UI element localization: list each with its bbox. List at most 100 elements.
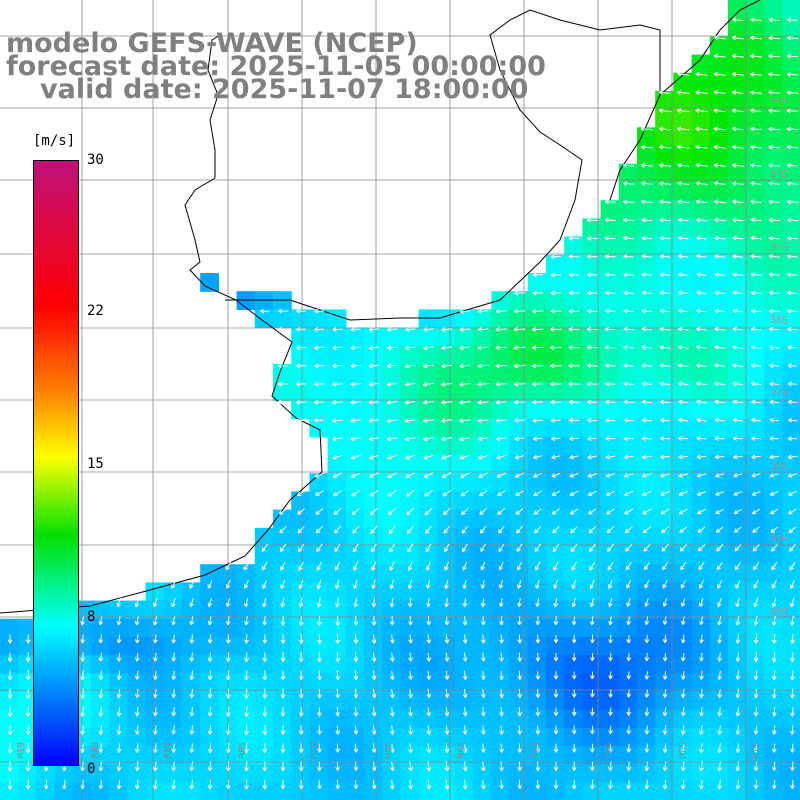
wind-arrow [570, 543, 578, 553]
wind-arrow [696, 491, 707, 496]
wind-arrow [660, 490, 670, 496]
speed-cell [673, 345, 693, 365]
wind-arrow [605, 345, 616, 350]
wind-arrow [371, 652, 377, 662]
speed-cell [364, 327, 383, 347]
speed-cell [36, 782, 56, 800]
latitude-label: 38S [770, 461, 789, 472]
speed-cell [709, 273, 729, 292]
wind-arrow [658, 108, 672, 114]
speed-cell [782, 273, 800, 292]
wind-arrow [426, 597, 431, 608]
speed-cell [782, 236, 800, 256]
wind-arrow [171, 725, 177, 735]
speed-cell [637, 254, 656, 274]
wind-arrow [495, 308, 507, 314]
wind-arrow [732, 363, 744, 368]
speed-cell [491, 309, 511, 329]
speed-cell [273, 655, 292, 674]
speed-cell [691, 637, 711, 656]
speed-cell [527, 673, 547, 693]
wind-arrow [606, 508, 615, 515]
wind-arrow [768, 290, 780, 296]
speed-cell [200, 564, 219, 583]
wind-arrow [80, 670, 86, 681]
wind-arrow [753, 562, 760, 571]
speed-cell [546, 655, 565, 674]
wind-arrow [498, 525, 505, 534]
speed-cell [618, 364, 638, 383]
speed-cell [127, 764, 147, 784]
speed-cell [764, 364, 784, 383]
wind-arrow [171, 707, 177, 717]
wind-arrow [732, 181, 744, 186]
speed-cell [600, 673, 620, 693]
wind-arrow [568, 345, 580, 350]
speed-cell [709, 418, 729, 438]
speed-cell [564, 673, 583, 693]
wind-arrow [590, 743, 595, 753]
wind-arrow [678, 436, 689, 441]
wind-arrow [732, 326, 744, 332]
wind-arrow [207, 688, 213, 699]
wind-arrow [644, 707, 650, 717]
speed-cell [600, 491, 620, 511]
speed-cell [582, 364, 602, 383]
wind-arrow [335, 725, 341, 735]
speed-cell [764, 163, 784, 183]
wind-arrow [480, 561, 486, 571]
wind-arrow [678, 454, 689, 460]
wind-arrow [753, 743, 759, 753]
wind-arrow [423, 472, 434, 478]
wind-arrow [696, 217, 707, 223]
wind-arrow [623, 417, 634, 423]
speed-cell [509, 436, 529, 456]
wind-arrow [408, 634, 413, 644]
speed-cell [728, 109, 747, 128]
speed-cell [546, 782, 565, 800]
speed-cell [709, 382, 729, 401]
speed-cell [600, 728, 620, 747]
speed-cell [455, 691, 474, 711]
speed-cell [728, 455, 747, 474]
speed-cell [618, 182, 638, 201]
wind-arrow [662, 562, 669, 571]
speed-cell [709, 291, 729, 310]
wind-arrow [389, 634, 395, 644]
wind-arrow [189, 779, 195, 790]
speed-cell [145, 637, 165, 656]
wind-arrow [316, 579, 322, 590]
speed-cell [455, 637, 474, 656]
wind-arrow [207, 579, 213, 589]
speed-cell [764, 72, 784, 92]
speed-cell [764, 145, 784, 165]
wind-arrow [606, 526, 615, 534]
wind-arrow [353, 615, 359, 626]
wind-arrow [277, 363, 289, 369]
wind-arrow [317, 761, 322, 771]
wind-arrow [426, 689, 432, 698]
speed-cell [782, 582, 800, 602]
wind-arrow [751, 454, 761, 460]
speed-cell [546, 600, 565, 620]
speed-cell [509, 364, 529, 383]
speed-cell [18, 709, 37, 729]
wind-arrow [459, 327, 471, 332]
speed-cell [728, 72, 747, 92]
wind-arrow [731, 71, 744, 77]
wind-arrow [153, 743, 158, 753]
wind-arrow [698, 562, 705, 571]
wind-arrow [262, 706, 268, 717]
wind-arrow [404, 363, 416, 369]
speed-cell [491, 473, 511, 492]
wind-arrow [714, 254, 725, 259]
wind-arrow [134, 616, 140, 626]
wind-arrow [624, 490, 634, 496]
speed-cell [418, 327, 438, 347]
wind-arrow [480, 597, 486, 608]
speed-cell [436, 691, 456, 711]
wind-arrow [608, 653, 613, 662]
speed-cell [655, 182, 674, 201]
speed-cell [546, 455, 565, 474]
wind-arrow [569, 436, 579, 442]
